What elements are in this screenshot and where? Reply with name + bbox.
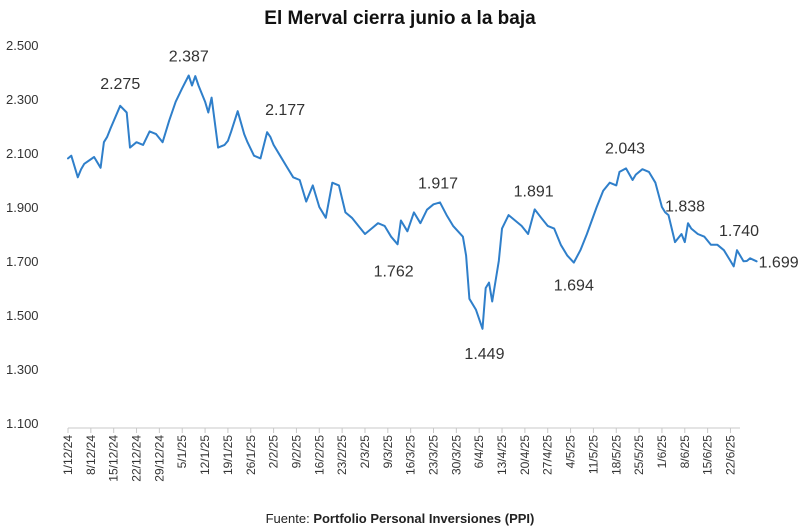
data-label: 2.275 [100, 76, 140, 93]
y-tick-label: 1.100 [6, 416, 39, 431]
data-label: 2.177 [265, 102, 305, 119]
y-tick-label: 1.500 [6, 308, 39, 323]
x-tick-label: 4/5/25 [564, 435, 578, 469]
x-tick-label: 13/4/25 [495, 435, 509, 475]
x-tick-label: 6/4/25 [472, 435, 486, 469]
x-tick-label: 12/1/25 [198, 435, 212, 475]
data-label: 1.891 [514, 183, 554, 200]
data-label: 1.917 [418, 175, 458, 192]
y-tick-label: 1.900 [6, 200, 39, 215]
source-prefix: Fuente: [265, 511, 314, 526]
data-label: 2.387 [169, 49, 209, 66]
y-tick-label: 2.300 [6, 92, 39, 107]
x-tick-label: 5/1/25 [175, 435, 189, 469]
y-tick-label: 1.300 [6, 362, 39, 377]
x-tick-label: 19/1/25 [221, 435, 235, 475]
x-tick-label: 16/3/25 [404, 435, 418, 475]
x-tick-label: 16/2/25 [312, 435, 326, 475]
x-tick-label: 22/6/25 [723, 435, 737, 475]
merval-series-line [67, 74, 758, 330]
x-tick-label: 1/12/24 [61, 435, 75, 475]
data-label: 1.449 [464, 346, 504, 363]
x-tick-label: 9/3/25 [381, 435, 395, 469]
data-label: 1.699 [759, 254, 799, 271]
x-tick-label: 25/5/25 [632, 435, 646, 475]
source-note: Fuente: Portfolio Personal Inversiones (… [0, 511, 800, 526]
data-label: 1.838 [665, 199, 705, 216]
data-label: 1.694 [554, 278, 594, 295]
x-axis: 1/12/24 8/12/24 15/12/24 22/12/24 29/12/24 5/… [61, 427, 740, 482]
data-label: 2.043 [605, 140, 645, 157]
x-tick-label: 23/2/25 [335, 435, 349, 475]
annotation-layer: 2.275 2.387 2.177 1.762 1.917 1.449 1.891 1.694… [100, 49, 799, 363]
x-tick-label: 8/12/24 [84, 435, 98, 475]
y-tick-label: 2.100 [6, 146, 39, 161]
x-tick-label: 23/3/25 [427, 435, 441, 475]
x-tick-label: 27/4/25 [541, 435, 555, 475]
x-tick-label: 20/4/25 [518, 435, 532, 475]
x-tick-label: 22/12/24 [130, 435, 144, 482]
y-tick-label: 1.700 [6, 254, 39, 269]
x-tick-label: 30/3/25 [449, 435, 463, 475]
x-tick-label: 18/5/25 [609, 435, 623, 475]
x-tick-label: 9/2/25 [289, 435, 303, 469]
x-tick-label: 26/1/25 [244, 435, 258, 475]
y-tick-label: 2.500 [6, 38, 39, 53]
data-label: 1.740 [719, 223, 759, 240]
x-tick-label: 2/2/25 [267, 435, 281, 469]
source-name: Portfolio Personal Inversiones (PPI) [313, 511, 535, 526]
x-tick-label: 15/6/25 [701, 435, 715, 475]
series-layer [67, 74, 758, 330]
x-tick-label: 2/3/25 [358, 435, 372, 469]
x-tick-label: 1/6/25 [655, 435, 669, 469]
x-tick-label: 11/5/25 [586, 435, 600, 474]
x-tick-label: 29/12/24 [152, 435, 166, 482]
x-tick-label: 8/6/25 [678, 435, 692, 469]
y-axis: 1.100 1.300 1.500 1.700 1.900 2.100 2.300 2.500 [6, 38, 39, 431]
x-tick-label: 15/12/24 [107, 435, 121, 482]
chart-title: El Merval cierra junio a la baja [264, 8, 536, 29]
data-label: 1.762 [374, 263, 414, 280]
